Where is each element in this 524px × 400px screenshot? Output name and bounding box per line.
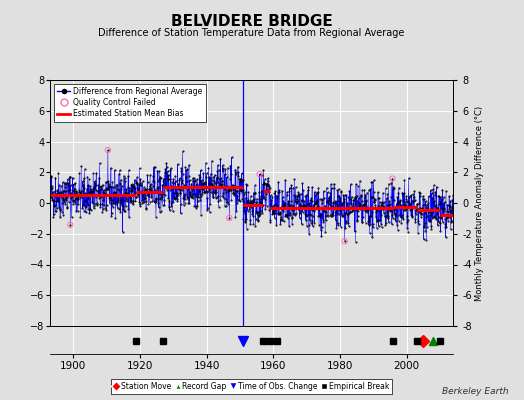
Point xyxy=(255,171,264,177)
Y-axis label: Monthly Temperature Anomaly Difference (°C): Monthly Temperature Anomaly Difference (… xyxy=(475,106,484,300)
Point xyxy=(225,215,234,221)
Text: Berkeley Earth: Berkeley Earth xyxy=(442,387,508,396)
Point xyxy=(388,176,397,182)
Point xyxy=(104,147,112,153)
Point xyxy=(341,238,349,244)
Legend: Station Move, Record Gap, Time of Obs. Change, Empirical Break: Station Move, Record Gap, Time of Obs. C… xyxy=(111,379,392,394)
Text: Difference of Station Temperature Data from Regional Average: Difference of Station Temperature Data f… xyxy=(99,28,405,38)
Point xyxy=(66,222,74,228)
Legend: Difference from Regional Average, Quality Control Failed, Estimated Station Mean: Difference from Regional Average, Qualit… xyxy=(53,84,206,122)
Text: BELVIDERE BRIDGE: BELVIDERE BRIDGE xyxy=(171,14,332,29)
